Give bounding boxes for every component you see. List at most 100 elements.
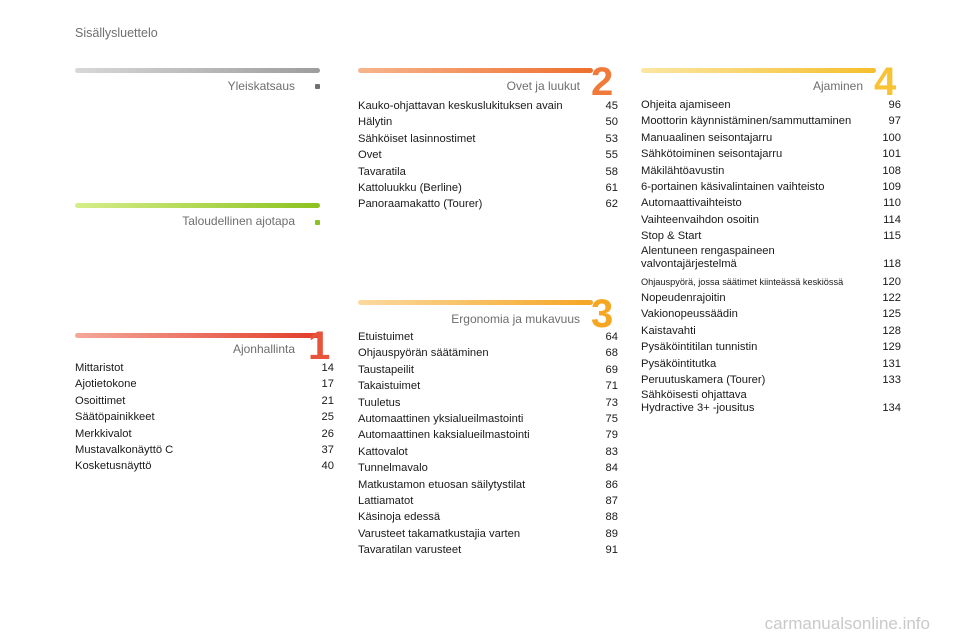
entry-page: 45 — [605, 100, 618, 112]
toc-entry[interactable]: Varusteet takamatkustajia varten 89 — [358, 526, 618, 542]
toc-entry[interactable]: Moottorin käynnistäminen/sammuttaminen 97 — [641, 113, 901, 129]
entry-page: 84 — [605, 462, 618, 475]
section-number-1: 1 — [308, 324, 331, 368]
section-number-4: 4 — [874, 60, 897, 104]
entry-page: 129 — [882, 341, 901, 354]
section-bar — [358, 300, 593, 305]
entry-label: Alentuneen rengaspaineen valvontajärjest… — [641, 244, 775, 270]
section-title[interactable]: Ajonhallinta — [232, 342, 295, 356]
entry-label: Takaistuimet — [358, 380, 421, 393]
section-title[interactable]: Ergonomia ja mukavuus — [451, 312, 580, 326]
toc-entry[interactable]: Tavaratila 58 — [358, 164, 618, 180]
toc-entry[interactable]: Tuuletus 73 — [358, 395, 618, 411]
toc-entry[interactable]: Mittaristot 14 — [75, 360, 334, 376]
entry-label: Sähköisesti ohjattava Hydractive 3+ -jou… — [641, 388, 755, 414]
entry-page: 114 — [883, 213, 901, 226]
toc-entry[interactable]: 6-portainen käsivalintainen vaihteisto 10… — [641, 179, 901, 195]
toc-entry[interactable]: Tunnelmavalo 84 — [358, 460, 618, 476]
toc-entry[interactable]: Pysäköintitilan tunnistin 129 — [641, 339, 901, 355]
toc-entry[interactable]: Kattoluukku (Berline) 61 — [358, 180, 618, 196]
toc-entry[interactable]: Takaistuimet 71 — [358, 378, 618, 394]
entry-label: Taustapeilit — [358, 363, 414, 376]
toc-entry[interactable]: Sähköisesti ohjattava Hydractive 3+ -jou… — [641, 389, 901, 415]
section-title[interactable]: Ovet ja luukut — [506, 79, 580, 93]
entry-label: Sähkötoiminen seisontajarru — [641, 148, 783, 161]
toc-entry[interactable]: Käsinoja edessä 88 — [358, 509, 618, 525]
page-title: Sisällysluettelo — [75, 26, 158, 40]
entry-label: Merkkivalot — [75, 427, 132, 440]
section-title[interactable]: Yleiskatsaus — [227, 79, 295, 93]
section-bar — [75, 333, 320, 338]
entry-page: 25 — [321, 411, 334, 424]
entry-page: 128 — [882, 324, 901, 337]
entry-label: Moottorin käynnistäminen/sammuttaminen — [641, 115, 852, 128]
toc-entry[interactable]: Panoraamakatto (Tourer) 62 — [358, 196, 618, 212]
toc-entry[interactable]: Ovet 55 — [358, 147, 618, 163]
toc-list-ovet: Kauko-ohjattavan keskuslukituksen avain 4… — [358, 98, 618, 213]
toc-entry[interactable]: Automaattinen yksialueilmastointi 75 — [358, 411, 618, 427]
toc-entry[interactable]: Hälytin 50 — [358, 114, 618, 130]
entry-label: Etuistuimet — [358, 331, 414, 343]
toc-entry[interactable]: Mustavalkonäyttö C 37 — [75, 442, 334, 458]
entry-label: Hälytin — [358, 116, 393, 129]
toc-entry[interactable]: Automaattinen kaksialueilmastointi 79 — [358, 427, 618, 443]
entry-label: Kattoluukku (Berline) — [358, 182, 462, 195]
entry-label: Stop & Start — [641, 230, 702, 243]
toc-entry[interactable]: Automaattivaihteisto 110 — [641, 195, 901, 211]
toc-entry[interactable]: Vakionopeussäädin 125 — [641, 306, 901, 322]
entry-page: 83 — [605, 445, 618, 458]
entry-page: 79 — [605, 429, 618, 442]
toc-entry[interactable]: Ohjeita ajamiseen 96 — [641, 97, 901, 113]
toc-entry[interactable]: Pysäköintitutka 131 — [641, 356, 901, 372]
section-title[interactable]: Taloudellinen ajotapa — [182, 214, 295, 228]
entry-label: Manuaalinen seisontajarru — [641, 131, 773, 144]
toc-entry[interactable]: Sähköiset lasinnostimet 53 — [358, 131, 618, 147]
toc-entry[interactable]: Vaihteenvaihdon osoitin 114 — [641, 212, 901, 228]
entry-page: 26 — [321, 427, 334, 440]
toc-entry[interactable]: Osoittimet 21 — [75, 393, 334, 409]
toc-entry[interactable]: Kosketusnäyttö 40 — [75, 458, 334, 474]
toc-entry[interactable]: Peruutuskamera (Tourer) 133 — [641, 372, 901, 388]
entry-page: 53 — [605, 132, 618, 145]
entry-page: 131 — [882, 357, 901, 370]
entry-label: Tunnelmavalo — [358, 462, 428, 475]
toc-entry[interactable]: Sähkötoiminen seisontajarru 101 — [641, 146, 901, 162]
toc-entry[interactable]: Taustapeilit 69 — [358, 362, 618, 378]
entry-label: Kaistavahti — [641, 324, 696, 337]
toc-entry[interactable]: Matkustamon etuosan säilytystilat 86 — [358, 477, 618, 493]
entry-page: 100 — [882, 131, 901, 144]
toc-entry[interactable]: Etuistuimet 64 — [358, 329, 618, 345]
entry-page: 69 — [605, 363, 618, 376]
toc-entry[interactable]: Kauko-ohjattavan keskuslukituksen avain 4… — [358, 98, 618, 114]
section-number-2: 2 — [591, 60, 614, 104]
toc-entry[interactable]: Kaistavahti 128 — [641, 323, 901, 339]
toc-entry[interactable]: Nopeudenrajoitin 122 — [641, 290, 901, 306]
entry-page: 134 — [882, 401, 901, 414]
section-title[interactable]: Ajaminen — [812, 79, 863, 93]
toc-entry[interactable]: Alentuneen rengaspaineen valvontajärjest… — [641, 245, 901, 271]
entry-label: Kauko-ohjattavan keskuslukituksen avain — [358, 100, 563, 112]
toc-entry[interactable]: Kattovalot 83 — [358, 444, 618, 460]
toc-entry[interactable]: Lattiamatot 87 — [358, 493, 618, 509]
entry-page: 55 — [605, 149, 618, 162]
entry-label: Pysäköintitilan tunnistin — [641, 341, 758, 354]
toc-entry[interactable]: Tavaratilan varusteet 91 — [358, 542, 618, 558]
entry-page: 101 — [882, 148, 901, 161]
entry-page: 118 — [883, 257, 901, 270]
toc-list-ajonhallinta: Mittaristot 14 Ajotietokone 17 Osoittimet 2… — [75, 360, 334, 475]
entry-label: Pysäköintitutka — [641, 357, 717, 370]
toc-entry[interactable]: Ohjauspyörän säätäminen 68 — [358, 345, 618, 361]
entry-page: 89 — [605, 527, 618, 540]
entry-label: 6-portainen käsivalintainen vaihteisto — [641, 181, 825, 194]
toc-entry[interactable]: Mäkilähtöavustin 108 — [641, 163, 901, 179]
entry-label: Vaihteenvaihdon osoitin — [641, 213, 759, 226]
toc-entry[interactable]: Ajotietokone 17 — [75, 376, 334, 392]
entry-label: Osoittimet — [75, 394, 126, 407]
toc-entry[interactable]: Merkkivalot 26 — [75, 426, 334, 442]
entry-label: Tavaratila — [358, 165, 406, 178]
toc-entry[interactable]: Manuaalinen seisontajarru 100 — [641, 130, 901, 146]
entry-label: Varusteet takamatkustajia varten — [358, 527, 521, 540]
toc-entry[interactable]: Stop & Start 115 — [641, 228, 901, 244]
toc-entry[interactable]: Ohjauspyörä, jossa säätimet kiinteässä k… — [641, 274, 901, 290]
toc-entry[interactable]: Säätöpainikkeet 25 — [75, 409, 334, 425]
